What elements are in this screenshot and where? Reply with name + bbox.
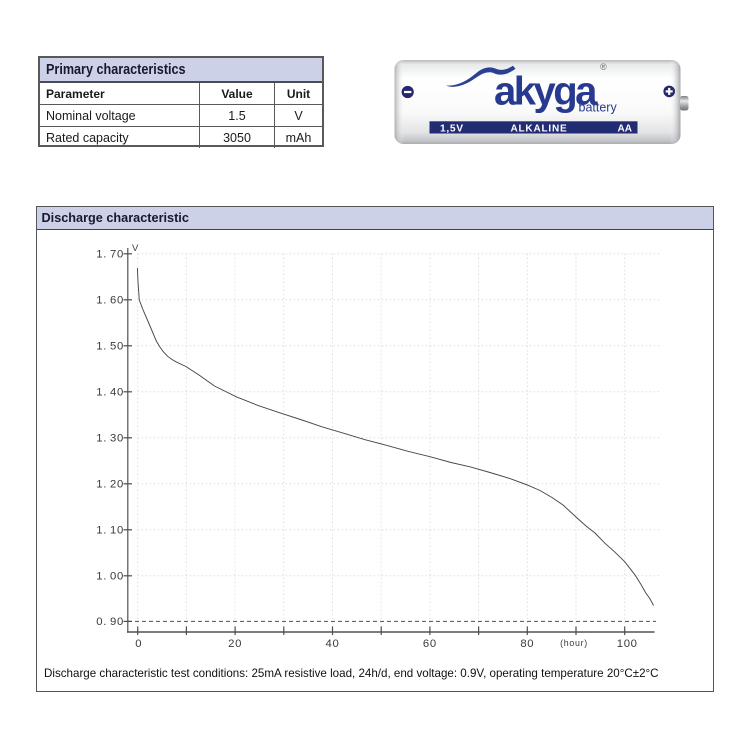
svg-text:40: 40 bbox=[326, 638, 340, 650]
svg-text:ALKALINE: ALKALINE bbox=[511, 124, 568, 135]
svg-text:(hour): (hour) bbox=[560, 638, 588, 648]
svg-text:60: 60 bbox=[423, 638, 437, 650]
svg-text:1. 40: 1. 40 bbox=[96, 387, 124, 399]
svg-text:1. 20: 1. 20 bbox=[96, 479, 124, 491]
svg-text:100: 100 bbox=[617, 638, 638, 650]
svg-text:1. 50: 1. 50 bbox=[96, 341, 124, 353]
svg-text:1. 10: 1. 10 bbox=[96, 525, 124, 537]
svg-text:1,5V: 1,5V bbox=[440, 124, 464, 135]
svg-text:AA: AA bbox=[618, 124, 632, 135]
svg-text:80: 80 bbox=[520, 638, 534, 650]
svg-text:0: 0 bbox=[135, 638, 142, 650]
svg-text:akyga: akyga bbox=[494, 70, 598, 114]
svg-text:0. 90: 0. 90 bbox=[96, 616, 124, 628]
svg-text:1. 30: 1. 30 bbox=[96, 433, 124, 445]
svg-text:battery: battery bbox=[579, 100, 618, 114]
svg-text:®: ® bbox=[600, 62, 607, 72]
svg-text:20: 20 bbox=[228, 638, 242, 650]
svg-text:1. 00: 1. 00 bbox=[96, 571, 124, 583]
svg-text:1. 70: 1. 70 bbox=[96, 249, 124, 261]
svg-text:1. 60: 1. 60 bbox=[96, 295, 124, 307]
svg-text:V: V bbox=[132, 243, 139, 254]
